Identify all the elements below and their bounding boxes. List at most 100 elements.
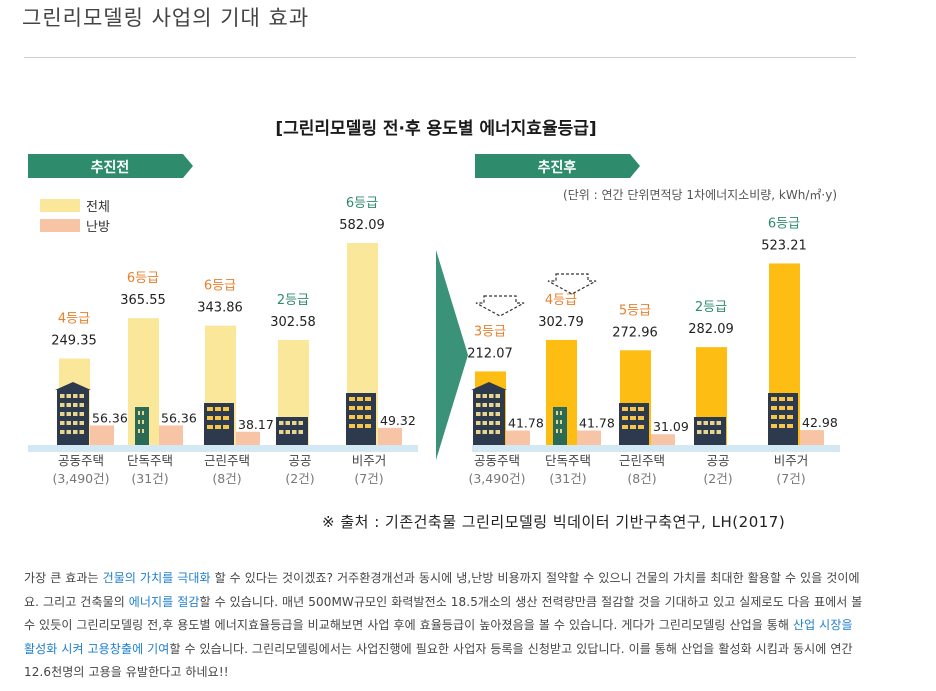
- building-window: [138, 411, 140, 415]
- panel-tag: [28, 154, 193, 178]
- text-run: 할 수 있습니다. 매년 500MW규모인 화력발전소 18.5개소의 생산 전…: [24, 594, 863, 633]
- building-icon: [473, 390, 505, 445]
- building-window: [771, 424, 777, 428]
- building-window: [489, 412, 494, 416]
- building-window: [638, 425, 644, 429]
- building-window: [365, 415, 371, 419]
- building-window: [716, 421, 721, 425]
- body-paragraph: 가장 큰 효과는 건물의 가치를 극대화 할 수 있다는 것이겠죠? 거주환경개…: [24, 567, 864, 685]
- grade-label: 3등급: [474, 324, 506, 339]
- building-window: [142, 411, 144, 415]
- legend-label-heating: 난방: [86, 220, 110, 235]
- building-window: [73, 412, 78, 416]
- building-window: [79, 421, 84, 425]
- building-window: [66, 421, 71, 425]
- category-count-label: (31건): [131, 471, 168, 486]
- building-window: [489, 421, 494, 425]
- building-window: [60, 430, 65, 434]
- baseline-strip: [472, 445, 840, 452]
- building-window: [66, 394, 71, 398]
- total-value-label: 282.09: [688, 322, 734, 337]
- building-window: [787, 415, 793, 419]
- building-window: [365, 424, 371, 428]
- category-label: 근린주택: [204, 453, 250, 468]
- building-window: [207, 416, 213, 420]
- energy-grade-chart: [그린리모델링 전·후 용도별 에너지효율등급] 추진전 추진후 (단위 : 연간 단…: [28, 118, 840, 486]
- building-window: [279, 421, 284, 425]
- building-window: [60, 403, 65, 407]
- total-value-label: 302.58: [270, 315, 316, 330]
- total-value-label: 523.21: [761, 238, 807, 253]
- building-window: [207, 425, 213, 429]
- improvement-arrow: [547, 273, 597, 295]
- building-window: [489, 403, 494, 407]
- heating-value-label: 31.09: [653, 419, 689, 434]
- building-window: [556, 420, 558, 424]
- building-window: [142, 429, 144, 433]
- building-window: [66, 403, 71, 407]
- total-value-label: 272.96: [612, 325, 658, 340]
- grade-label: 6등급: [768, 216, 800, 231]
- building-window: [787, 406, 793, 410]
- bar-heating: [577, 430, 601, 445]
- category-count-label: (2건): [285, 471, 314, 486]
- building-window: [66, 412, 71, 416]
- building-window: [495, 394, 500, 398]
- building-window: [489, 394, 494, 398]
- category-label: 공공: [288, 453, 311, 468]
- bar-heating: [378, 427, 402, 445]
- building-window: [622, 407, 628, 411]
- building-window: [476, 394, 481, 398]
- building-window: [73, 430, 78, 434]
- building-window: [787, 397, 793, 401]
- panel-tag-label: 추진전: [91, 159, 130, 176]
- building-window: [215, 407, 221, 411]
- heating-value-label: 56.36: [161, 410, 197, 425]
- building-window: [298, 430, 303, 434]
- grade-label: 6등급: [127, 271, 159, 286]
- heating-value-label: 42.98: [802, 415, 838, 430]
- building-icon: [55, 382, 91, 390]
- building-window: [630, 407, 636, 411]
- building-window: [476, 421, 481, 425]
- category-label: 단독주택: [127, 453, 173, 468]
- heating-value-label: 41.78: [579, 416, 615, 431]
- building-window: [73, 394, 78, 398]
- bar-heating: [506, 430, 530, 445]
- building-window: [560, 429, 562, 433]
- building-window: [73, 421, 78, 425]
- building-window: [215, 425, 221, 429]
- building-window: [697, 421, 702, 425]
- building-window: [349, 424, 355, 428]
- building-window: [207, 407, 213, 411]
- building-window: [495, 403, 500, 407]
- building-window: [556, 411, 558, 415]
- building-window: [482, 412, 487, 416]
- building-window: [638, 416, 644, 420]
- building-window: [710, 430, 715, 434]
- building-window: [638, 407, 644, 411]
- building-window: [779, 406, 785, 410]
- category-count-label: (7건): [776, 471, 805, 486]
- building-window: [495, 421, 500, 425]
- building-window: [622, 425, 628, 429]
- heating-value-label: 56.36: [92, 410, 128, 425]
- building-window: [771, 415, 777, 419]
- building-window: [298, 421, 303, 425]
- category-label: 비주거: [774, 453, 809, 468]
- building-window: [285, 421, 290, 425]
- building-window: [787, 424, 793, 428]
- building-window: [489, 430, 494, 434]
- grade-label: 5등급: [619, 303, 651, 318]
- legend-swatch-total: [40, 199, 80, 212]
- building-window: [79, 430, 84, 434]
- category-count-label: (2건): [703, 471, 732, 486]
- bar-heating: [159, 425, 183, 445]
- building-window: [365, 406, 371, 410]
- highlight-energy: 에너지를 절감: [128, 594, 200, 609]
- total-value-label: 249.35: [51, 333, 97, 348]
- building-window: [476, 403, 481, 407]
- improvement-arrow: [475, 295, 525, 317]
- panel-tag-label: 추진후: [538, 159, 577, 176]
- building-window: [138, 429, 140, 433]
